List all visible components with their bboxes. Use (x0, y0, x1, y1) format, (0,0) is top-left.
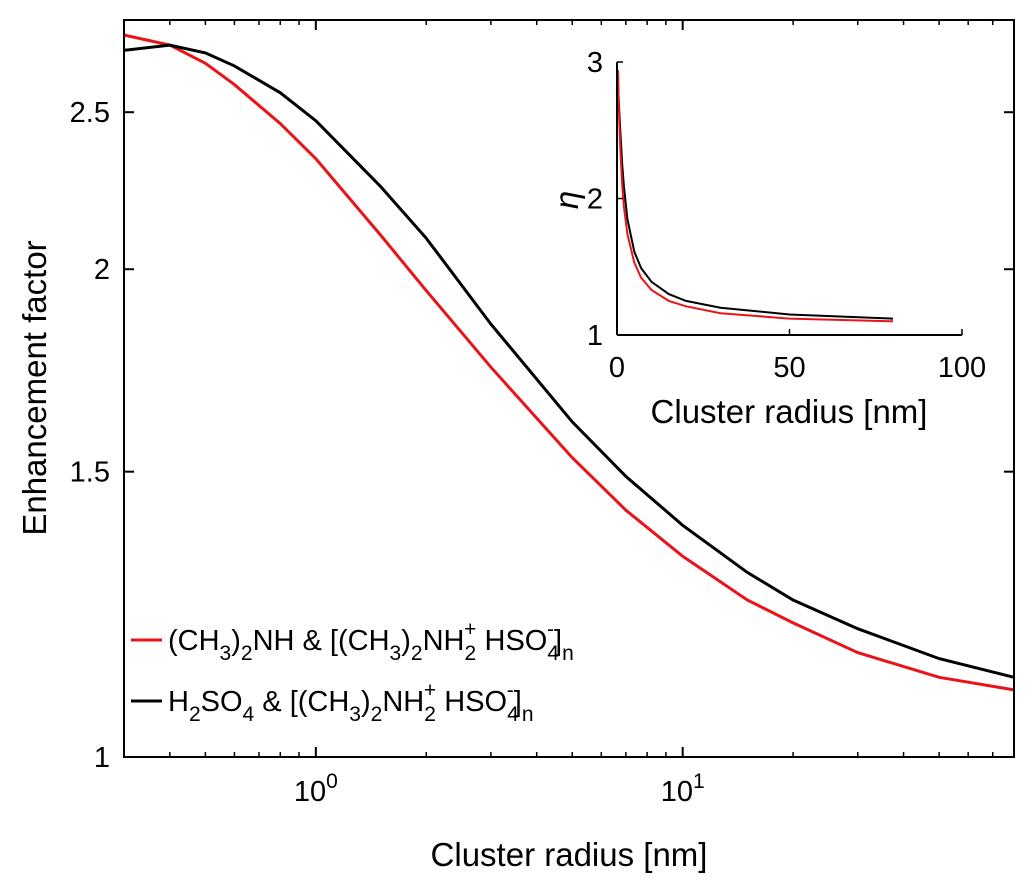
inset-x-ticks: 0 50 100 (609, 329, 986, 384)
legend-label-2: H2SO4 & [(CH3)2NH2+ HSO4-]n (168, 679, 534, 726)
inset-series-lines (617, 70, 894, 323)
main-y-tick-label-1: 1.5 (70, 457, 110, 489)
main-chart: 100 101 1 1.5 2 2.5 Cluster radius [nm] Enha… (16, 19, 1015, 873)
main-x-ticks: 100 101 (123, 20, 994, 808)
inset-y-tick-label-1: 2 (587, 184, 603, 216)
inset-x-tick-label-0: 0 (609, 352, 625, 384)
inset-x-axis-title: Cluster radius [nm] (651, 393, 928, 430)
inset-y-tick-label-2: 3 (587, 47, 603, 79)
main-x-axis-title: Cluster radius [nm] (431, 836, 708, 873)
inset-y-tick-label-0: 1 (587, 320, 603, 352)
legend-label-1: (CH3)2NH & [(CH3)2NH2+ HSO4-]n (168, 618, 574, 665)
legend: (CH3)2NH & [(CH3)2NH2+ HSO4-]n H2SO4 & [(… (131, 618, 574, 726)
main-y-ticks: 1 1.5 2 2.5 (70, 97, 1014, 774)
main-x-tick-label-1: 101 (661, 770, 705, 808)
inset-x-tick-label-2: 100 (938, 352, 986, 384)
inset-chart: 0 50 100 1 2 3 Cluster radius [nm] η (548, 47, 986, 430)
inset-x-tick-label-1: 50 (773, 352, 805, 384)
inset-y-ticks: 1 2 3 (587, 47, 623, 352)
inset-y-axis-title: η (548, 191, 585, 209)
inset-series-line-2 (617, 70, 894, 323)
main-series-line-1 (123, 33, 1015, 692)
main-y-axis-title: Enhancement factor (16, 240, 53, 535)
main-axes-frame (123, 19, 1015, 758)
main-x-tick-label-0: 100 (294, 770, 338, 808)
main-series-line-2 (123, 43, 1015, 679)
main-y-tick-label-0: 1 (94, 742, 110, 774)
main-y-tick-label-2: 2 (94, 254, 110, 286)
main-series-lines (123, 33, 1015, 692)
main-y-tick-label-3: 2.5 (70, 97, 110, 129)
